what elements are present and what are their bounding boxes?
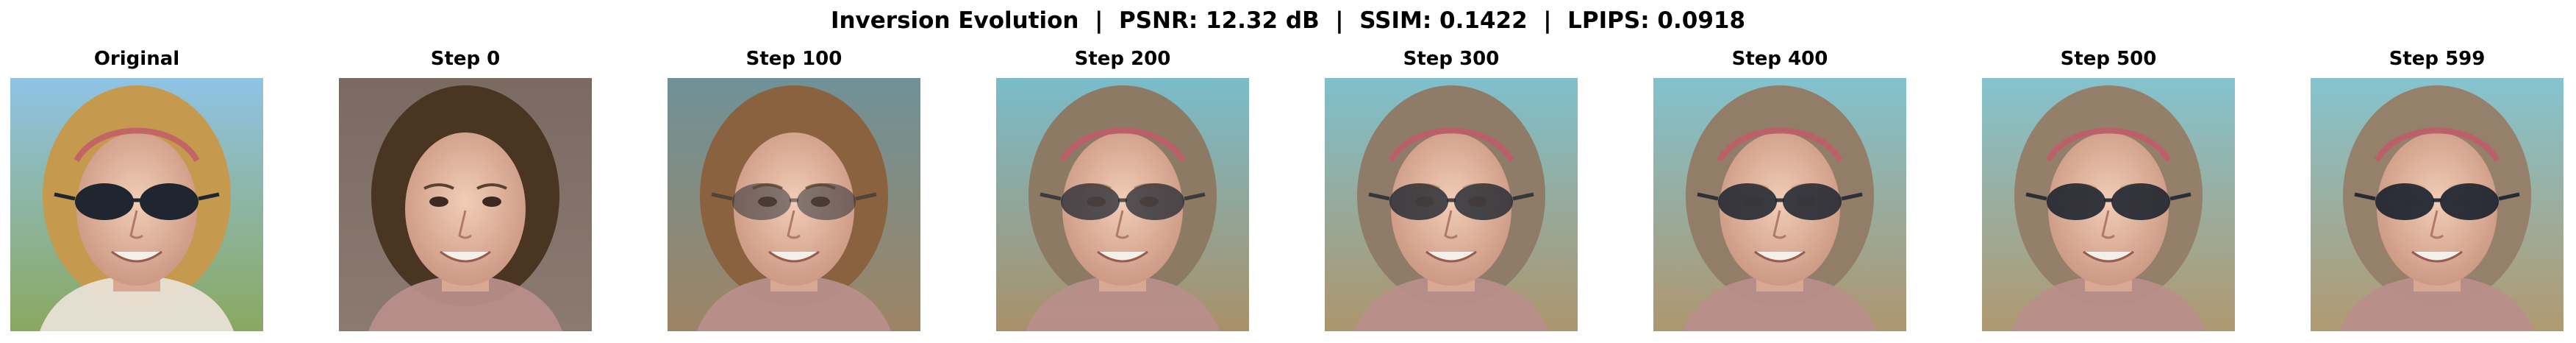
panel-title: Original [93,48,180,70]
figure-title: Inversion Evolution | PSNR: 12.32 dB | S… [830,7,1746,34]
panel-title: Step 0 [430,48,501,70]
face-image [668,78,920,331]
face-image [1325,78,1578,331]
face-image [996,78,1249,331]
panel-title: Step 300 [1403,48,1500,70]
face-image [1982,78,2235,331]
panel-title: Step 599 [2389,48,2486,70]
panel-title: Step 400 [1731,48,1828,70]
face-image [1653,78,1906,331]
panel-title: Step 100 [745,48,842,70]
face-image [339,78,592,331]
face-image [10,78,263,331]
panel-title: Step 500 [2060,48,2157,70]
panel-title: Step 200 [1074,48,1171,70]
face-image [2311,78,2564,331]
